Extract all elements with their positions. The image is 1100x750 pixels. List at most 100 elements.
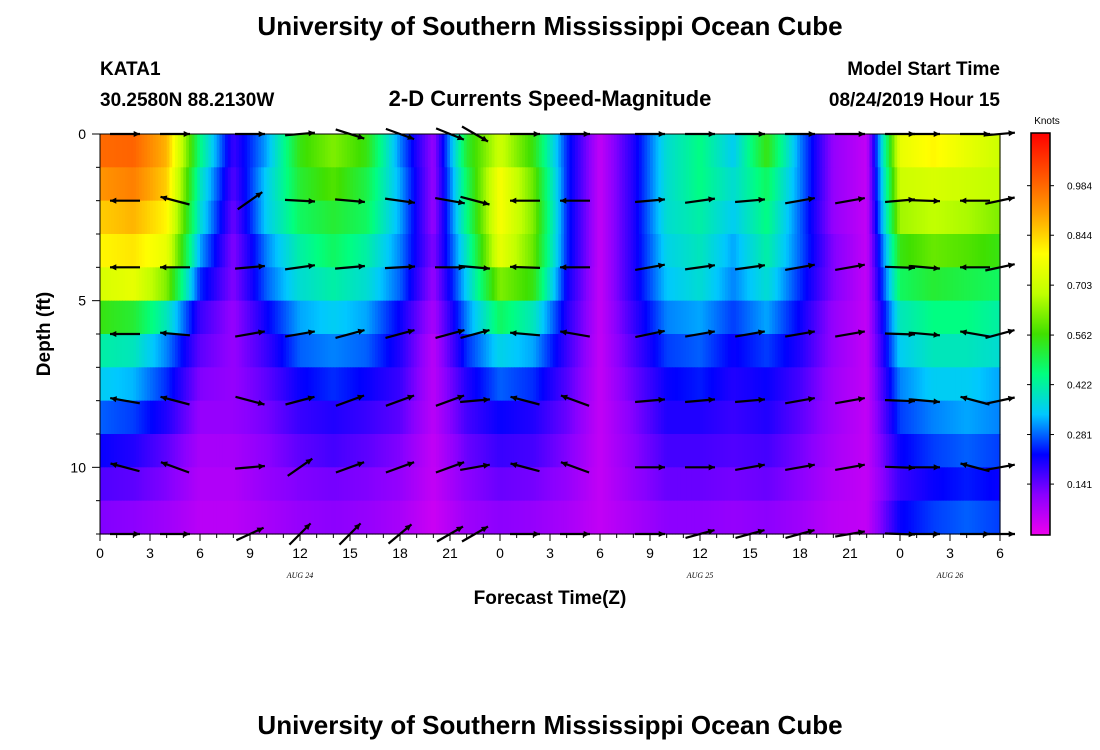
heatmap-cell — [377, 367, 382, 402]
heatmap-cell — [227, 267, 232, 302]
heatmap-cell — [519, 434, 523, 468]
heatmap-cell — [802, 134, 807, 168]
heatmap-cell — [266, 367, 271, 402]
heatmap-cell — [333, 300, 337, 335]
heatmap-cell — [272, 334, 276, 368]
heatmap-cell — [100, 167, 104, 202]
current-vector — [335, 394, 365, 407]
heatmap-cell — [233, 334, 237, 368]
heatmap-cell — [750, 434, 754, 468]
heatmap-cell — [777, 400, 782, 435]
heatmap-cell — [600, 434, 604, 468]
heatmap-cell — [244, 434, 248, 468]
heatmap-cell — [752, 367, 757, 402]
heatmap-cell — [872, 200, 876, 235]
heatmap-cell — [677, 500, 682, 535]
heatmap-cell — [191, 400, 196, 435]
heatmap-cell — [355, 234, 359, 268]
heatmap-cell — [172, 500, 176, 535]
heatmap-cell — [388, 200, 393, 235]
heatmap-cell — [130, 434, 134, 468]
heatmap-cell — [930, 200, 934, 235]
heatmap-cell — [458, 500, 462, 535]
heatmap-cell — [105, 134, 109, 168]
heatmap-cell — [277, 334, 282, 368]
heatmap-cell — [738, 467, 743, 502]
heatmap-cell — [750, 367, 754, 402]
heatmap-cell — [513, 467, 518, 502]
heatmap-cell — [861, 434, 865, 468]
heatmap-cell — [325, 200, 329, 235]
heatmap-cell — [991, 234, 996, 268]
heatmap-cell — [666, 467, 671, 502]
heatmap-cell — [383, 367, 387, 402]
heatmap-cell — [711, 167, 715, 202]
heatmap-cell — [508, 300, 512, 335]
heatmap-cell — [430, 434, 434, 468]
heatmap-cell — [322, 467, 326, 502]
heatmap-cell — [630, 400, 634, 435]
heatmap-cell — [444, 234, 448, 268]
heatmap-cell — [802, 267, 807, 302]
heatmap-cell — [658, 300, 662, 335]
current-vector — [385, 328, 415, 339]
heatmap-cell — [744, 300, 748, 335]
heatmap-cell — [788, 300, 793, 335]
heatmap-cell — [808, 134, 812, 168]
heatmap-cell — [908, 400, 912, 435]
heatmap-cell — [438, 400, 443, 435]
heatmap-cell — [219, 367, 223, 402]
heatmap-cell — [308, 334, 312, 368]
heatmap-cell — [725, 200, 729, 235]
heatmap-cell — [555, 234, 559, 268]
colorbar-unit: Knots — [1034, 116, 1060, 127]
heatmap-cell — [497, 467, 501, 502]
heatmap-cell — [372, 400, 376, 435]
heatmap-cell — [955, 234, 959, 268]
heatmap-cell — [638, 467, 643, 502]
heatmap-cell — [422, 434, 426, 468]
heatmap-cell — [516, 200, 521, 235]
heatmap-cell — [747, 434, 751, 468]
heatmap-cell — [758, 434, 762, 468]
heatmap-cell — [716, 400, 721, 435]
heatmap-cell — [830, 300, 834, 335]
heatmap-cell — [169, 167, 173, 202]
heatmap-cell — [997, 300, 1001, 335]
heatmap-cell — [100, 300, 104, 335]
heatmap-cell — [486, 334, 490, 368]
y-tick-label: 5 — [78, 293, 86, 309]
heatmap-cell — [250, 167, 254, 202]
heatmap-cell — [380, 367, 384, 402]
heatmap-cell — [844, 434, 848, 468]
heatmap-cell — [241, 200, 246, 235]
current-vector — [960, 395, 990, 406]
heatmap-cell — [533, 367, 537, 402]
heatmap-cell — [725, 467, 729, 502]
heatmap-cell — [258, 134, 262, 168]
heatmap-cell — [377, 267, 382, 302]
heatmap-cell — [436, 134, 440, 168]
heatmap-cell — [947, 434, 951, 468]
heatmap-cell — [455, 267, 459, 302]
heatmap-cell — [597, 234, 601, 268]
heatmap-cell — [811, 167, 815, 202]
heatmap-cell — [258, 500, 262, 535]
heatmap-cell — [716, 200, 721, 235]
heatmap-cell — [933, 467, 937, 502]
heatmap-cell — [327, 300, 332, 335]
heatmap-cell — [475, 500, 479, 535]
heatmap-cell — [108, 134, 112, 168]
heatmap-cell — [930, 467, 934, 502]
heatmap-cell — [183, 167, 187, 202]
heatmap-cell — [400, 300, 404, 335]
vector-head — [1007, 395, 1015, 402]
colorbar-tick-label: 0.422 — [1067, 381, 1092, 392]
heatmap-cell — [919, 134, 923, 168]
heatmap-cell — [838, 167, 843, 202]
heatmap-cell — [402, 434, 407, 468]
heatmap-cell — [902, 400, 907, 435]
heatmap-cell — [477, 467, 482, 502]
heatmap-cell — [152, 267, 157, 302]
heatmap-cell — [236, 267, 240, 302]
